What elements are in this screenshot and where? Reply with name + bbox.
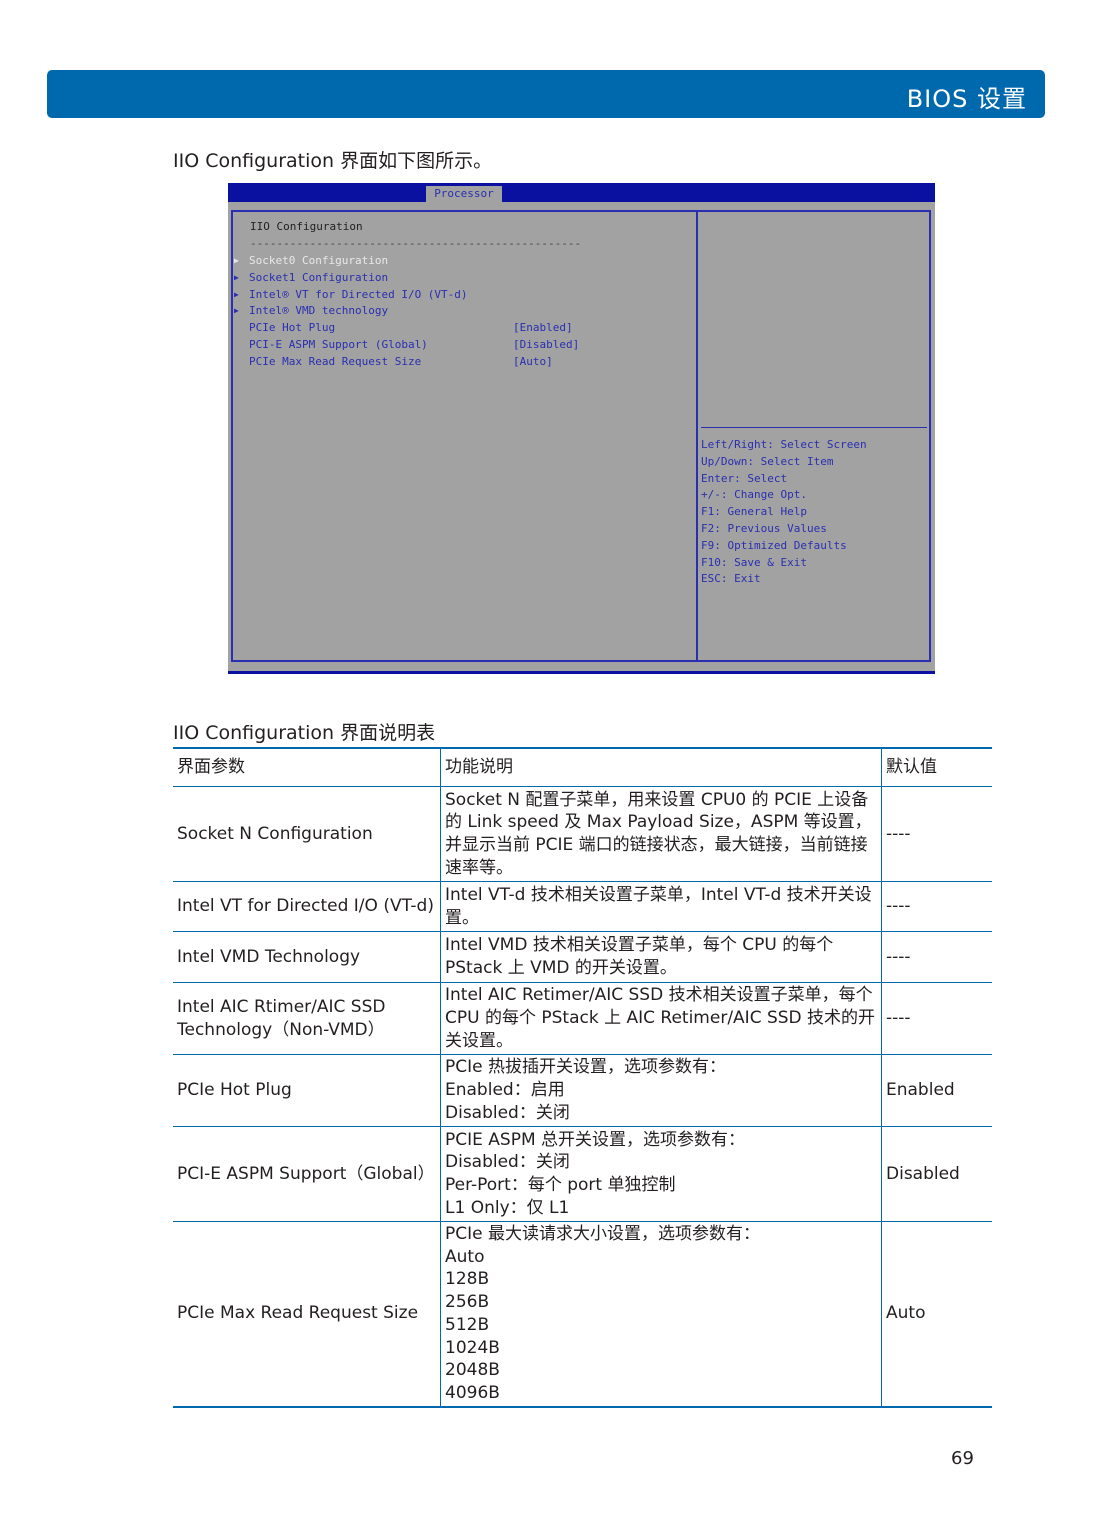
bios-top-bar: [228, 183, 935, 202]
bios-menu-item[interactable]: Intel® VT for Directed I/O (VT-d): [249, 287, 468, 301]
desc-line: Disabled：关闭: [445, 1102, 570, 1123]
default-cell: ----: [881, 881, 992, 932]
default-cell: ----: [881, 982, 992, 1055]
desc-cell: PCIe 最大读请求大小设置，选项参数有： Auto 128B 256B 512B 102…: [440, 1221, 882, 1408]
header-desc: 功能说明: [440, 747, 882, 787]
desc-line: 2048B: [445, 1360, 500, 1381]
table-row: Intel AIC Rtimer/AIC SSD Technology（Non-…: [173, 982, 992, 1055]
submenu-arrow-icon: ▶: [234, 306, 239, 316]
param-cell: PCI-E ASPM Support（Global）: [173, 1126, 441, 1222]
desc-line: Auto: [445, 1246, 485, 1267]
bios-menu-item[interactable]: PCIe Max Read Request Size: [249, 354, 422, 368]
table-header-row: 界面参数 功能说明 默认值: [173, 747, 992, 787]
table-caption: IIO Configuration 界面说明表: [173, 722, 436, 744]
table-row: Intel VT for Directed I/O (VT-d) Intel VT…: [173, 881, 992, 932]
bios-help-line: F10: Save & Exit: [701, 555, 807, 569]
header-param: 界面参数: [173, 747, 441, 787]
bios-menu-item[interactable]: Socket0 Configuration: [249, 254, 389, 267]
desc-line: Intel AIC Retimer/AIC SSD 技术相关设置子菜单，每个 C…: [445, 985, 878, 1051]
table-row: PCIe Max Read Request Size PCIe 最大读请求大小设置…: [173, 1221, 992, 1408]
table-row: Intel VMD Technology Intel VMD 技术相关设置子菜单，…: [173, 931, 992, 983]
table-row: PCI-E ASPM Support（Global） PCIE ASPM 总开关设…: [173, 1126, 992, 1222]
desc-line: Per-Port：每个 port 单独控制: [445, 1175, 676, 1195]
bios-help-line: F1: General Help: [701, 505, 807, 519]
bios-help-separator: [701, 427, 927, 428]
bios-bottom-bar: [228, 671, 935, 674]
bios-help-line: Left/Right: Select Screen: [701, 438, 867, 451]
bios-help-line: F9: Optimized Defaults: [701, 538, 847, 552]
submenu-arrow-icon: ▶: [234, 256, 239, 265]
bios-menu-item[interactable]: PCIe Hot Plug: [249, 321, 336, 335]
default-cell: Enabled: [881, 1054, 992, 1127]
header-banner: BIOS 设置: [47, 70, 1045, 118]
desc-line: PCIE ASPM 总开关设置，选项参数有：: [445, 1129, 746, 1150]
default-cell: ----: [881, 786, 992, 882]
desc-line: Disabled：关闭: [445, 1152, 570, 1173]
desc-line: 1024B: [445, 1337, 500, 1358]
submenu-arrow-icon: ▶: [234, 272, 239, 282]
desc-cell: Intel VMD 技术相关设置子菜单，每个 CPU 的每个 PStack 上 …: [440, 931, 882, 983]
header-title: BIOS 设置: [906, 85, 1027, 113]
desc-line: Intel VT-d 技术相关设置子菜单，Intel VT-d 技术开关设置。: [445, 884, 872, 928]
bios-menu-item[interactable]: Intel® VMD technology: [249, 304, 389, 318]
bios-help-line: Enter: Select: [701, 471, 788, 485]
desc-line: 4096B: [445, 1382, 500, 1403]
param-cell: Socket N Configuration: [173, 786, 441, 882]
desc-cell: PCIe 热拔插开关设置，选项参数有： Enabled：启用 Disabled：关闭: [440, 1054, 882, 1127]
bios-screenshot: Processor IIO Configuration ------------…: [228, 183, 935, 674]
desc-line: Intel VMD 技术相关设置子菜单，每个 CPU 的每个 PStack 上 …: [445, 935, 839, 978]
param-cell: Intel VMD Technology: [173, 931, 441, 983]
desc-line: PCIe 热拔插开关设置，选项参数有：: [445, 1057, 726, 1078]
bios-item-value[interactable]: [Enabled]: [513, 321, 573, 335]
param-cell: PCIe Max Read Request Size: [173, 1221, 441, 1408]
bios-divider: [696, 210, 698, 662]
intro-text: IIO Configuration 界面如下图所示。: [173, 150, 493, 172]
desc-line: Enabled：启用: [445, 1080, 565, 1101]
desc-line: 128B: [445, 1269, 490, 1290]
bios-tab-processor: Processor: [426, 186, 502, 202]
desc-line: PCIe 最大读请求大小设置，选项参数有：: [445, 1224, 760, 1244]
param-cell: PCIe Hot Plug: [173, 1054, 441, 1127]
table-row: PCIe Hot Plug PCIe 热拔插开关设置，选项参数有： Enabled：…: [173, 1054, 992, 1127]
default-cell: Disabled: [881, 1126, 992, 1222]
desc-cell: PCIE ASPM 总开关设置，选项参数有： Disabled：关闭 Per-Por…: [440, 1126, 882, 1222]
table-row: Socket N Configuration Socket N 配置子菜单，用来设…: [173, 786, 992, 882]
bios-separator: ----------------------------------------…: [250, 237, 582, 250]
desc-cell: Intel AIC Retimer/AIC SSD 技术相关设置子菜单，每个 C…: [440, 982, 882, 1055]
bios-help-line: F2: Previous Values: [701, 522, 827, 535]
desc-line: L1 Only：仅 L1: [445, 1197, 570, 1218]
bios-item-value[interactable]: [Auto]: [513, 354, 553, 368]
bios-item-value[interactable]: [Disabled]: [513, 338, 580, 351]
bios-help-line: Up/Down: Select Item: [701, 454, 834, 468]
default-cell: ----: [881, 931, 992, 983]
page-number: 69: [951, 1448, 974, 1469]
bios-help-line: +/-: Change Opt.: [701, 488, 807, 502]
desc-cell: Intel VT-d 技术相关设置子菜单，Intel VT-d 技术开关设置。: [440, 881, 882, 932]
bios-menu-item[interactable]: Socket1 Configuration: [249, 270, 389, 284]
config-table: 界面参数 功能说明 默认值 Socket N Configuration Sock…: [173, 747, 992, 1408]
desc-line: 512B: [445, 1314, 490, 1335]
param-cell: Intel VT for Directed I/O (VT-d): [173, 881, 441, 932]
param-cell: Intel AIC Rtimer/AIC SSD Technology（Non-…: [173, 982, 441, 1055]
bios-frame: [231, 210, 931, 662]
desc-cell: Socket N 配置子菜单，用来设置 CPU0 的 PCIE 上设备的 Lin…: [440, 786, 882, 882]
default-cell: Auto: [881, 1221, 992, 1408]
desc-line: Socket N 配置子菜单，用来设置 CPU0 的 PCIE 上设备的 Lin…: [445, 789, 872, 878]
desc-line: 256B: [445, 1292, 490, 1313]
bios-menu-item[interactable]: PCI-E ASPM Support (Global): [249, 338, 428, 351]
header-default: 默认值: [881, 747, 992, 787]
bios-help-line: ESC: Exit: [701, 572, 761, 586]
bios-title: IIO Configuration: [250, 220, 363, 233]
submenu-arrow-icon: ▶: [234, 289, 239, 299]
